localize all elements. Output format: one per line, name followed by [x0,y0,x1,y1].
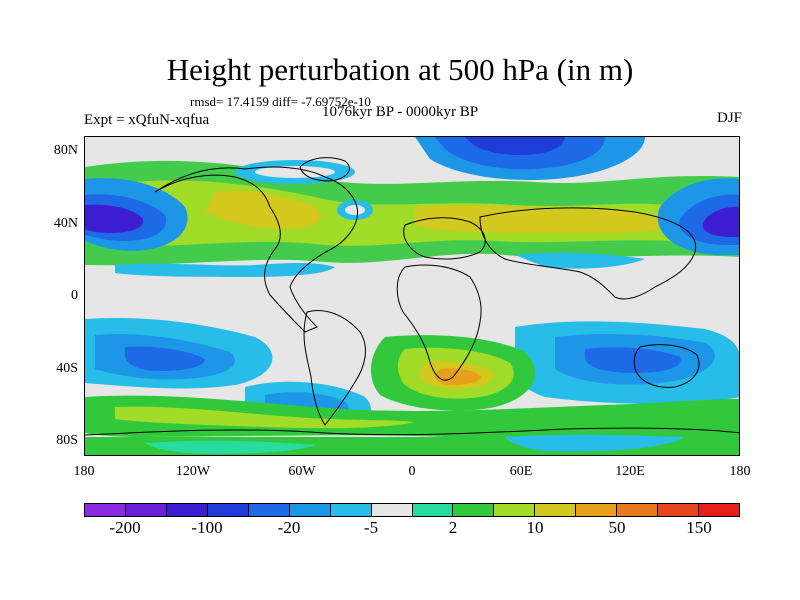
colorbar-swatch [289,504,331,516]
period-label: 1076kyr BP - 0000kyr BP [322,104,479,120]
colorbar-label: -100 [191,518,223,537]
colorbar-label: 10 [526,518,544,537]
colorbar-label: -5 [363,518,379,537]
colorbar-swatch [330,504,372,516]
x-tick-label: 60E [509,464,533,479]
colorbar-swatch [412,504,454,516]
colorbar-swatch [535,504,577,516]
colorbar-swatch [576,504,618,516]
colorbar-label: 2 [448,518,458,537]
y-tick-label: 0 [71,288,78,303]
y-tick-label: 80S [56,433,78,448]
map-panel [84,136,740,456]
experiment-label: Expt = xQfuN-xqfua [84,112,210,128]
colorbar-label: -20 [277,518,301,537]
x-tick-label: 60W [288,464,316,479]
colorbar-label: 150 [686,518,712,537]
stats-line: rmsd= 17.4159 diff= -7.69752e-10 [190,94,371,109]
colorbar-swatch [166,504,208,516]
y-tick-label: 80N [53,143,78,158]
colorbar-swatch [617,504,659,516]
colorbar-swatch [85,504,126,516]
x-tick-label: 180 [729,464,751,479]
colorbar-swatch [125,504,167,516]
colorbar-swatch [207,504,249,516]
y-tick-label: 40N [53,216,78,231]
colorbar-swatch [453,504,495,516]
colorbar [84,503,740,517]
y-tick-label: 40S [56,361,78,376]
height-perturbation-map [85,137,739,455]
x-tick-label: 180 [73,464,95,479]
plot-title: Height perturbation at 500 hPa (in m) [166,52,634,87]
colorbar-swatch [699,504,739,516]
x-tick-label: 0 [408,464,416,479]
colorbar-swatch [248,504,290,516]
colorbar-swatch [658,504,700,516]
x-tick-label: 120E [615,464,645,479]
x-tick-label: 120W [175,464,211,479]
colorbar-label: 50 [608,518,626,537]
colorbar-swatch [494,504,536,516]
colorbar-label: -200 [109,518,141,537]
season-label: DJF [716,110,742,126]
colorbar-swatch [371,504,413,516]
